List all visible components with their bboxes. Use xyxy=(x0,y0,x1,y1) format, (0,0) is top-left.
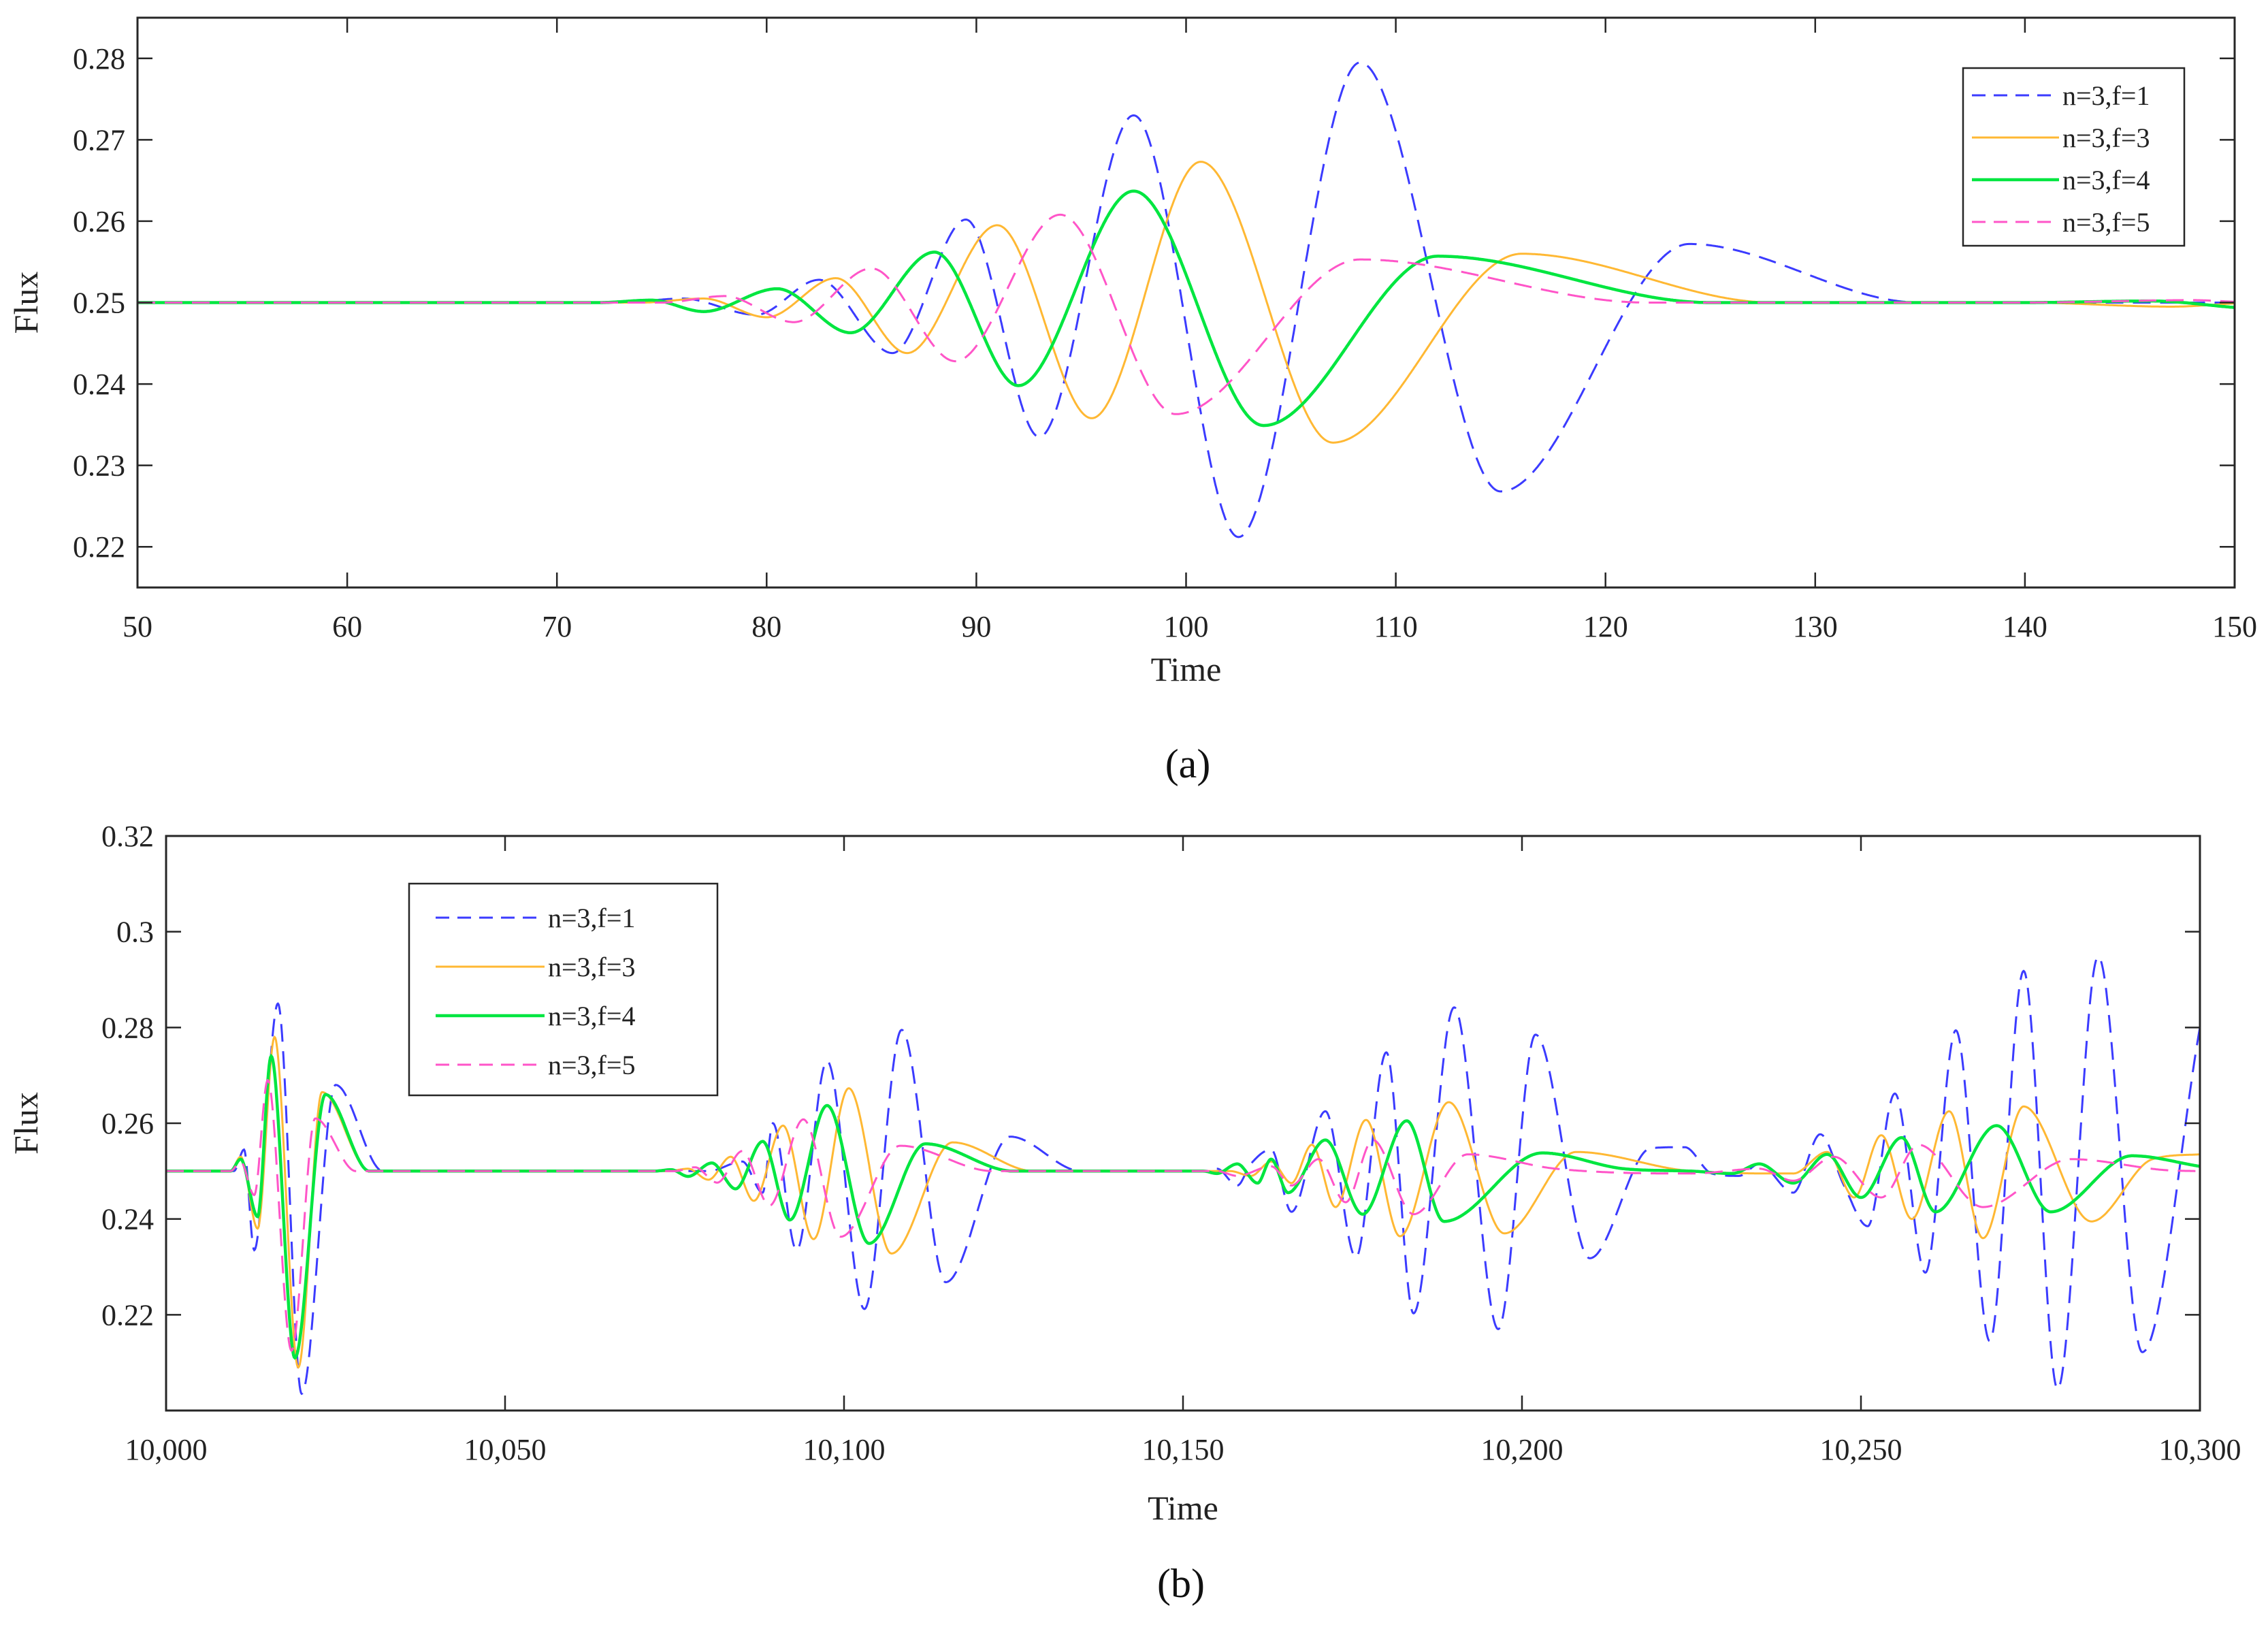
legend-label: n=3,f=1 xyxy=(548,903,635,933)
x-tick-label: 10,000 xyxy=(125,1433,208,1466)
legend-label: n=3,f=5 xyxy=(2062,207,2150,238)
x-tick-label: 90 xyxy=(961,610,991,643)
legend: n=3,f=1 n=3,f=3 n=3,f=4 n=3,f=5 xyxy=(408,882,719,1097)
y-tick-label: 0.32 xyxy=(101,820,154,853)
x-tick-label: 10,100 xyxy=(803,1433,886,1466)
x-tick-label: 80 xyxy=(751,610,781,643)
legend-label: n=3,f=1 xyxy=(2062,80,2150,111)
x-tick-label: 110 xyxy=(1374,610,1417,643)
y-tick-label: 0.22 xyxy=(73,530,125,564)
y-tick-label: 0.26 xyxy=(101,1107,154,1140)
y-tick-label: 0.22 xyxy=(101,1298,154,1332)
y-axis-label: Flux xyxy=(7,272,45,334)
y-tick-label: 0.26 xyxy=(73,205,125,238)
legend: n=3,f=1 n=3,f=3 n=3,f=4 n=3,f=5 xyxy=(1962,67,2186,247)
x-tick-label: 10,150 xyxy=(1142,1433,1225,1466)
series-line-n-3-f-5 xyxy=(137,213,2235,415)
x-tick-label: 50 xyxy=(123,610,152,643)
series-line-n-3-f-5 xyxy=(166,1078,2200,1353)
x-tick-label: 100 xyxy=(1164,610,1209,643)
y-tick-label: 0.3 xyxy=(116,916,154,949)
x-tick-label: 10,200 xyxy=(1481,1433,1564,1466)
x-tick-label: 140 xyxy=(2003,610,2047,643)
y-axis-label: Flux xyxy=(7,1092,45,1155)
x-tick-label: 70 xyxy=(542,610,572,643)
y-tick-label: 0.28 xyxy=(73,42,125,76)
chart-b: 10,000 10,050 10,100 10,150 10,200 10,250 10,3… xyxy=(7,820,2241,1527)
legend-label: n=3,f=3 xyxy=(2062,123,2150,153)
x-tick-label: 130 xyxy=(1793,610,1838,643)
series-group xyxy=(166,955,2200,1396)
series-line-n-3-f-1 xyxy=(137,61,2235,538)
x-tick-label: 10,050 xyxy=(464,1433,547,1466)
chart-a: 50 60 70 80 90 100 110 120 130 140 150 0.22 0.23 0.24… xyxy=(7,16,2257,688)
y-tick-label: 0.24 xyxy=(73,368,125,401)
caption-b: (b) xyxy=(1157,1561,1205,1606)
legend-label: n=3,f=4 xyxy=(2062,165,2150,195)
legend-box xyxy=(408,882,719,1097)
series-line-n-3-f-4 xyxy=(166,1053,2200,1360)
x-axis-label: Time xyxy=(1148,1489,1218,1527)
y-tick-label: 0.27 xyxy=(73,123,125,157)
legend-label: n=3,f=4 xyxy=(548,1001,635,1031)
y-tick-label: 0.24 xyxy=(101,1203,154,1236)
caption-a: (a) xyxy=(1165,741,1211,786)
legend-label: n=3,f=5 xyxy=(548,1050,635,1080)
x-tick-label: 150 xyxy=(2212,610,2257,643)
series-group xyxy=(137,61,2235,538)
x-tick-label: 10,300 xyxy=(2159,1433,2241,1466)
series-line-n-3-f-4 xyxy=(137,189,2235,428)
y-tick-label: 0.28 xyxy=(101,1011,154,1044)
x-tick-label: 60 xyxy=(332,610,362,643)
x-tick-label: 120 xyxy=(1583,610,1628,643)
x-tick-label: 10,250 xyxy=(1820,1433,1902,1466)
legend-label: n=3,f=3 xyxy=(548,952,635,982)
y-tick-label: 0.25 xyxy=(73,287,125,320)
y-tick-label: 0.23 xyxy=(73,449,125,483)
legend-box xyxy=(1962,67,2186,247)
x-axis-label: Time xyxy=(1151,650,1222,688)
